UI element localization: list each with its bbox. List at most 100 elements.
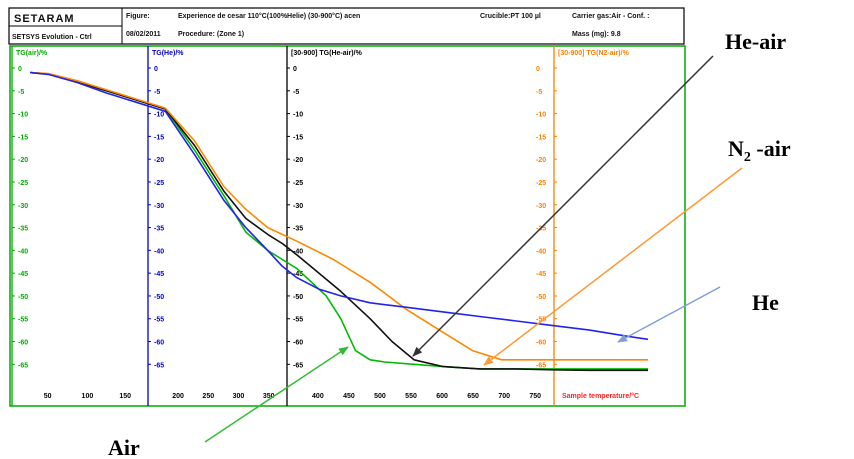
y-tick-label: -55 — [154, 317, 164, 324]
y-tick-label: -15 — [18, 134, 28, 141]
y-tick-label: -25 — [154, 180, 164, 187]
y-tick-label: -40 — [536, 248, 546, 255]
series-layer — [29, 71, 649, 372]
panel-axis-title: [30-900] TG(N2-air)/% — [558, 50, 630, 57]
panel-axis-title: TG(He)/% — [152, 50, 184, 57]
x-tick-label: 700 — [498, 393, 510, 400]
y-tick-label: -30 — [18, 203, 28, 210]
y-tick-label: -35 — [536, 226, 546, 233]
y-tick-label: -55 — [536, 317, 546, 324]
y-tick-label: -25 — [293, 180, 303, 187]
axes-layer: TG(air)/%0-5-10-15-20-25-30-35-40-45-50-… — [11, 46, 639, 406]
x-tick-label: 50 — [44, 393, 52, 400]
y-tick-label: -35 — [154, 226, 164, 233]
y-tick-label: -45 — [293, 271, 303, 278]
y-tick-label: -5 — [154, 89, 160, 96]
y-tick-label: -60 — [18, 340, 28, 347]
x-tick-label: 750 — [529, 393, 541, 400]
y-tick-label: -45 — [18, 271, 28, 278]
y-tick-label: -10 — [18, 112, 28, 119]
y-tick-label: -55 — [293, 317, 303, 324]
experiment-label: Experience de cesar 110°C(100%Helie) (30… — [178, 12, 360, 20]
arrow-he-air — [412, 55, 714, 357]
annotation-he-air: He-air — [725, 29, 786, 54]
y-tick-label: -10 — [154, 112, 164, 119]
y-tick-label: -5 — [536, 89, 542, 96]
x-tick-label: 100 — [82, 393, 94, 400]
y-tick-label: -50 — [154, 294, 164, 301]
x-tick-label: 500 — [374, 393, 386, 400]
y-tick-label: -20 — [536, 157, 546, 164]
y-tick-label: -30 — [536, 203, 546, 210]
software-label: SETSYS Evolution - Ctrl — [12, 34, 92, 41]
y-tick-label: -25 — [536, 180, 546, 187]
y-tick-label: 0 — [18, 66, 22, 73]
y-tick-label: -30 — [293, 203, 303, 210]
y-tick-label: -20 — [154, 157, 164, 164]
brand-label: SETARAM — [14, 13, 75, 25]
series-line-air — [29, 71, 648, 370]
x-tick-label: 300 — [233, 393, 245, 400]
y-tick-label: -25 — [18, 180, 28, 187]
x-tick-label: 400 — [312, 393, 324, 400]
y-tick-label: -10 — [293, 112, 303, 119]
y-tick-label: -20 — [293, 157, 303, 164]
y-tick-label: 0 — [536, 66, 540, 73]
y-tick-label: -60 — [536, 340, 546, 347]
y-tick-label: -40 — [154, 248, 164, 255]
arrow-he — [617, 286, 721, 343]
y-tick-label: -60 — [154, 340, 164, 347]
arrow-air — [204, 346, 349, 443]
annotation-n2-air: N2 -air — [728, 136, 791, 165]
y-tick-label: -15 — [293, 134, 303, 141]
y-tick-label: -50 — [536, 294, 546, 301]
y-tick-label: -35 — [18, 226, 28, 233]
annotation-arrows — [204, 55, 743, 443]
y-tick-label: -35 — [293, 226, 303, 233]
carrier-gas-label: Carrier gas:Air - Conf. : — [572, 13, 649, 20]
annotation-air: Air — [108, 435, 140, 459]
y-tick-label: -15 — [536, 134, 546, 141]
x-axis-label: Sample temperature/°C — [562, 392, 639, 400]
procedure-label: Procedure: (Zone 1) — [178, 31, 244, 38]
arrow-n2-air — [483, 167, 743, 366]
x-tick-label: 150 — [119, 393, 131, 400]
y-tick-label: -15 — [154, 134, 164, 141]
y-tick-label: -40 — [293, 248, 303, 255]
y-tick-label: -65 — [18, 362, 28, 369]
x-tick-label: 350 — [263, 393, 275, 400]
crucible-label: Crucible:PT 100 µl — [480, 13, 541, 20]
y-tick-label: -5 — [18, 89, 24, 96]
y-tick-label: -45 — [154, 271, 164, 278]
y-tick-label: -55 — [18, 317, 28, 324]
y-tick-label: -20 — [18, 157, 28, 164]
x-tick-label: 650 — [467, 393, 479, 400]
x-tick-label: 250 — [202, 393, 214, 400]
mass-label: Mass (mg): 9.8 — [572, 31, 621, 38]
date-label: 08/02/2011 — [126, 31, 161, 38]
y-tick-label: -10 — [536, 112, 546, 119]
y-tick-label: -45 — [536, 271, 546, 278]
panel-axis-title: [30-900] TG(He-air)/% — [291, 50, 363, 57]
y-tick-label: -60 — [293, 340, 303, 347]
y-tick-label: 0 — [293, 66, 297, 73]
x-tick-label: 450 — [343, 393, 355, 400]
y-tick-label: -50 — [18, 294, 28, 301]
series-line-he — [29, 71, 649, 341]
x-tick-label: 600 — [436, 393, 448, 400]
y-tick-label: -40 — [18, 248, 28, 255]
series-line-n2-air — [29, 71, 648, 361]
y-tick-label: -30 — [154, 203, 164, 210]
y-tick-label: -65 — [536, 362, 546, 369]
x-tick-label: 200 — [172, 393, 184, 400]
x-tick-label: 550 — [405, 393, 417, 400]
series-line-he-air — [29, 71, 648, 372]
y-tick-label: -65 — [293, 362, 303, 369]
y-tick-label: -50 — [293, 294, 303, 301]
plot-frame — [9, 45, 686, 407]
y-tick-label: -65 — [154, 362, 164, 369]
y-tick-label: 0 — [154, 66, 158, 73]
annotation-he: He — [752, 290, 779, 315]
figure-label: Figure: — [126, 13, 150, 20]
